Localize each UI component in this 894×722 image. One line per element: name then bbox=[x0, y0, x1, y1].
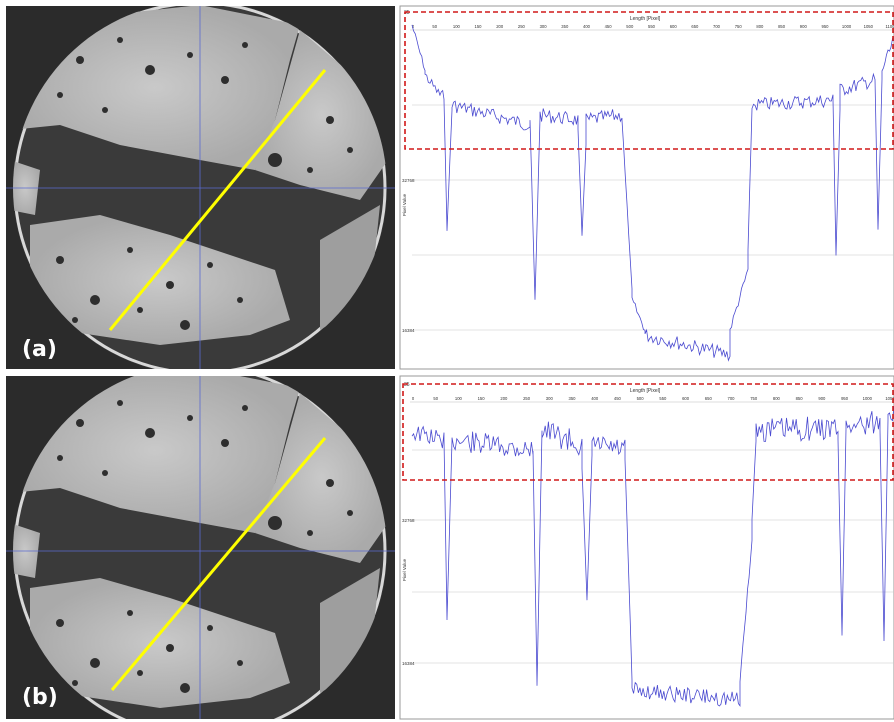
x-tick-label: 650 bbox=[691, 24, 699, 29]
profile-plot-b: 35 Length [Pixel] 0 50 100 150 200 250 300 350 4… bbox=[399, 375, 894, 720]
x-tick-label: 950 bbox=[822, 24, 830, 29]
y-axis-title: Pixel Value bbox=[402, 193, 407, 216]
bright-region-upper bbox=[13, 376, 300, 533]
pixel-profile-trace bbox=[411, 24, 894, 362]
x-tick-label: 650 bbox=[705, 396, 713, 401]
x-tick-label: 1050 bbox=[885, 396, 894, 401]
x-tick-label: 350 bbox=[569, 396, 577, 401]
x-tick-label: 50 bbox=[433, 396, 438, 401]
x-tick-label: 850 bbox=[778, 24, 786, 29]
x-tick-label: 200 bbox=[500, 396, 508, 401]
bright-region-right bbox=[255, 30, 387, 200]
profile-line[interactable] bbox=[108, 69, 327, 331]
bright-region-left-edge bbox=[13, 160, 40, 215]
panel-label-b: (b) bbox=[22, 685, 58, 710]
panel-label-a: (a) bbox=[22, 337, 57, 362]
x-axis-title: Length [Pixel] bbox=[630, 16, 661, 22]
highlight-box bbox=[402, 383, 894, 481]
x-tick-label: 400 bbox=[591, 396, 599, 401]
x-tick-label: 900 bbox=[800, 24, 808, 29]
x-tick-label: 1000 bbox=[863, 396, 873, 401]
pores-b bbox=[56, 400, 353, 693]
profile-line[interactable] bbox=[110, 437, 327, 691]
x-axis-title: Length [Pixel] bbox=[630, 388, 661, 394]
x-tick-label: 800 bbox=[756, 24, 764, 29]
plot-frame bbox=[399, 375, 894, 720]
x-tick-label: 700 bbox=[713, 24, 721, 29]
pixel-profile-trace bbox=[411, 405, 894, 708]
profile-plot-a: 35 Length [Pixel] 0 50 100 150 200 250 300 350 4… bbox=[399, 5, 894, 370]
x-tick-label: 50 bbox=[432, 24, 437, 29]
bright-region-left-edge bbox=[13, 523, 40, 578]
x-tick-label: 200 bbox=[496, 24, 504, 29]
x-tick-label: 850 bbox=[796, 396, 804, 401]
x-tick-label: 300 bbox=[546, 396, 554, 401]
bright-region-upper bbox=[13, 6, 300, 170]
x-tick-label: 300 bbox=[540, 24, 548, 29]
x-tick-label: 350 bbox=[561, 24, 569, 29]
x-tick-label: 450 bbox=[614, 396, 622, 401]
x-tick-label: 1100 bbox=[885, 24, 894, 29]
x-tick-label: 500 bbox=[637, 396, 645, 401]
pores-a bbox=[56, 37, 353, 330]
highlight-box bbox=[404, 11, 894, 150]
x-tick-label: 100 bbox=[455, 396, 463, 401]
y-label-high: 32768 bbox=[402, 518, 415, 523]
x-tick-label: 550 bbox=[648, 24, 656, 29]
x-tick-label: 750 bbox=[750, 396, 758, 401]
x-tick-label: 550 bbox=[659, 396, 667, 401]
x-tick-label: 0 bbox=[412, 24, 415, 29]
bright-region-right bbox=[255, 393, 387, 563]
y-axis-title: Pixel Value bbox=[402, 558, 407, 581]
x-tick-label: 250 bbox=[518, 24, 526, 29]
x-tick-labels: 0 50 100 150 200 250 300 350 400 450 500 550 600 650 7… bbox=[412, 24, 894, 29]
x-tick-label: 450 bbox=[605, 24, 613, 29]
ct-image-a: (a) bbox=[6, 6, 395, 369]
ct-image-b: (b) bbox=[6, 376, 395, 719]
x-tick-label: 600 bbox=[682, 396, 690, 401]
x-tick-label: 400 bbox=[583, 24, 591, 29]
plot-top-left-text: 35 bbox=[404, 10, 410, 16]
x-tick-label: 1050 bbox=[864, 24, 874, 29]
y-label-low: 16384 bbox=[402, 661, 415, 666]
bright-region-lower bbox=[30, 578, 290, 708]
x-tick-label: 600 bbox=[670, 24, 678, 29]
x-tick-label: 150 bbox=[475, 24, 483, 29]
x-tick-label: 800 bbox=[773, 396, 781, 401]
x-tick-label: 700 bbox=[728, 396, 736, 401]
x-tick-label: 950 bbox=[841, 396, 849, 401]
x-tick-label: 0 bbox=[412, 396, 415, 401]
x-tick-label: 750 bbox=[735, 24, 743, 29]
x-tick-label: 500 bbox=[626, 24, 634, 29]
bright-region-lower bbox=[30, 215, 290, 345]
x-tick-label: 1000 bbox=[842, 24, 852, 29]
x-tick-label: 150 bbox=[478, 396, 486, 401]
x-tick-label: 100 bbox=[453, 24, 461, 29]
plot-top-left-text: 35 bbox=[404, 382, 410, 388]
x-tick-labels: 0 50 100 150 200 250 300 350 400 450 500 550 600 650 7… bbox=[412, 396, 894, 401]
y-label-high: 32768 bbox=[402, 178, 415, 183]
y-label-low: 16384 bbox=[402, 328, 415, 333]
x-tick-label: 900 bbox=[818, 396, 826, 401]
x-tick-label: 250 bbox=[523, 396, 531, 401]
plot-frame bbox=[399, 5, 894, 370]
